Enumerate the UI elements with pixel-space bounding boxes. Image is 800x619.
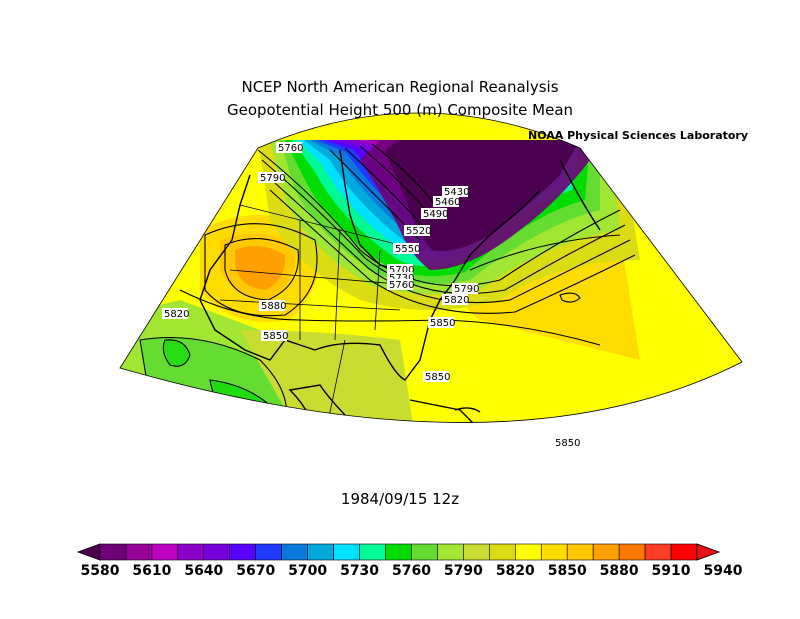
contour-label: 5520 bbox=[404, 225, 431, 237]
colorbar-cell bbox=[125, 543, 153, 561]
colorbar-tick-label: 5610 bbox=[132, 563, 171, 579]
svg-text:5790: 5790 bbox=[260, 173, 285, 184]
colorbar-cell bbox=[255, 543, 282, 561]
colorbar-tick-label: 5730 bbox=[340, 563, 379, 579]
contour-label: 5550 bbox=[393, 243, 420, 255]
contour-label: 5790 bbox=[258, 172, 285, 184]
contour-label: 5760 bbox=[276, 142, 303, 154]
lab-credit: NOAA Physical Sciences Laboratory bbox=[528, 129, 749, 142]
svg-text:5730: 5730 bbox=[389, 273, 414, 284]
colorbar-tick-label: 5850 bbox=[548, 563, 587, 579]
contour-label: 5430 bbox=[442, 186, 469, 198]
colorbar-tick-label: 5700 bbox=[288, 563, 327, 579]
colorbar-cell bbox=[177, 543, 205, 561]
colorbar-tick-label: 5820 bbox=[496, 563, 535, 579]
svg-text:5850: 5850 bbox=[263, 331, 288, 342]
colorbar-tick-label: 5760 bbox=[392, 563, 431, 579]
chart-subtitle: Geopotential Height 500 (m) Composite Me… bbox=[226, 101, 574, 119]
colorbar-cell bbox=[489, 543, 516, 561]
contour-label: 5790 bbox=[452, 283, 479, 295]
colorbar-cell bbox=[333, 543, 360, 561]
svg-text:5760: 5760 bbox=[389, 280, 414, 291]
colorbar-cell bbox=[618, 543, 646, 561]
colorbar-tick-label: 5940 bbox=[703, 563, 742, 579]
contour-label: 5490 bbox=[421, 208, 448, 220]
svg-text:5550: 5550 bbox=[395, 244, 420, 255]
svg-text:5700: 5700 bbox=[389, 265, 414, 276]
colorbar-cell bbox=[359, 543, 386, 561]
svg-text:5850: 5850 bbox=[425, 372, 450, 383]
contour-label: 5850 bbox=[423, 371, 450, 383]
colorbar-tick-label: 5910 bbox=[652, 563, 691, 579]
contour-label: 5730 bbox=[387, 272, 414, 284]
colorbar-cell bbox=[385, 543, 412, 561]
political-borders bbox=[219, 204, 421, 423]
svg-text:5490: 5490 bbox=[423, 209, 448, 220]
colorbar-cell bbox=[540, 543, 568, 561]
colorbar-tick-label: 5670 bbox=[236, 563, 275, 579]
colorbar-cell bbox=[592, 543, 620, 561]
colorbar-max-arrow bbox=[696, 543, 721, 561]
colorbar-cell bbox=[99, 543, 127, 561]
contour-label: 5850 bbox=[428, 317, 455, 329]
contour-label: 5850 bbox=[261, 330, 288, 342]
contour-label: 5700 bbox=[387, 264, 414, 276]
colorbar-cell bbox=[644, 543, 672, 561]
svg-text:5430: 5430 bbox=[444, 187, 469, 198]
colorbar-cell bbox=[566, 543, 594, 561]
colorbar-cell bbox=[515, 543, 542, 561]
svg-text:5850: 5850 bbox=[555, 438, 580, 449]
colorbar-tick-label: 5580 bbox=[81, 563, 120, 579]
contour-label: 5460 bbox=[433, 196, 460, 208]
contour-label: 5820 bbox=[162, 308, 189, 320]
colorbar-tick-label: 5790 bbox=[444, 563, 483, 579]
colorbar-cell bbox=[229, 543, 257, 561]
colorbar-min-arrow bbox=[76, 543, 101, 561]
contour-labels: 5760 5790 5430 5460 5490 5520 5550 5700 … bbox=[162, 142, 580, 449]
colorbar-tick-label: 5640 bbox=[184, 563, 223, 579]
svg-text:5850: 5850 bbox=[430, 318, 455, 329]
svg-text:5790: 5790 bbox=[454, 284, 479, 295]
colorbar-tick-label: 5880 bbox=[600, 563, 639, 579]
svg-text:5820: 5820 bbox=[444, 295, 469, 306]
valid-time: 1984/09/15 12z bbox=[340, 490, 460, 508]
svg-text:5520: 5520 bbox=[406, 226, 431, 237]
svg-text:5880: 5880 bbox=[261, 301, 286, 312]
chart-title: NCEP North American Regional Reanalysis bbox=[241, 78, 559, 96]
contour-label: 5820 bbox=[442, 294, 469, 306]
svg-text:5820: 5820 bbox=[164, 309, 189, 320]
contour-label: 5850 bbox=[553, 437, 580, 449]
contour-label: 5760 bbox=[387, 279, 414, 291]
colorbar-cell bbox=[437, 543, 464, 561]
svg-text:5460: 5460 bbox=[435, 197, 460, 208]
colorbar-cell bbox=[307, 543, 334, 561]
colorbar-cell bbox=[281, 543, 308, 561]
colorbar-cell bbox=[463, 543, 490, 561]
colorbar-cell bbox=[670, 543, 698, 561]
colorbar-cell bbox=[151, 543, 179, 561]
contour-label: 5880 bbox=[259, 300, 286, 312]
colorbar-cell bbox=[411, 543, 438, 561]
colorbar-cell bbox=[203, 543, 231, 561]
svg-text:5760: 5760 bbox=[278, 143, 303, 154]
